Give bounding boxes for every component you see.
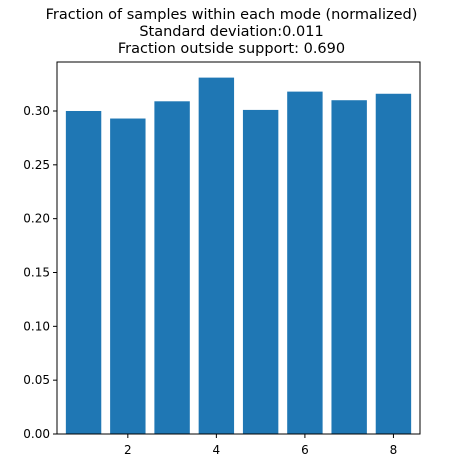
y-tick-label-0.05: 0.05: [23, 373, 50, 387]
bar-6: [287, 91, 323, 435]
bar-4: [198, 77, 235, 435]
y-tick-label-0.10: 0.10: [23, 319, 50, 333]
bar-1: [65, 110, 102, 434]
y-tick-label-0.25: 0.25: [23, 158, 50, 172]
x-tick-label-2: 2: [124, 443, 132, 457]
x-tick-label-4: 4: [213, 443, 221, 457]
bar-7: [331, 100, 367, 434]
bar-5: [242, 109, 279, 434]
bar-2: [110, 118, 146, 435]
bar-8: [375, 93, 412, 434]
chart-title-line-2: Standard deviation:0.011: [139, 24, 324, 40]
y-tick-label-0.30: 0.30: [23, 104, 50, 118]
y-tick-label-0.20: 0.20: [23, 212, 50, 226]
y-tick-label-0.00: 0.00: [23, 427, 50, 441]
x-tick-label-6: 6: [301, 443, 309, 457]
bar-3: [154, 101, 190, 435]
x-tick-label-8: 8: [390, 443, 398, 457]
y-tick-label-0.15: 0.15: [23, 265, 50, 279]
axes-frame: [56, 61, 421, 435]
chart-title-line-1: Fraction of samples within each mode (no…: [45, 7, 418, 23]
chart-title-line-3: Fraction outside support: 0.690: [117, 41, 346, 57]
